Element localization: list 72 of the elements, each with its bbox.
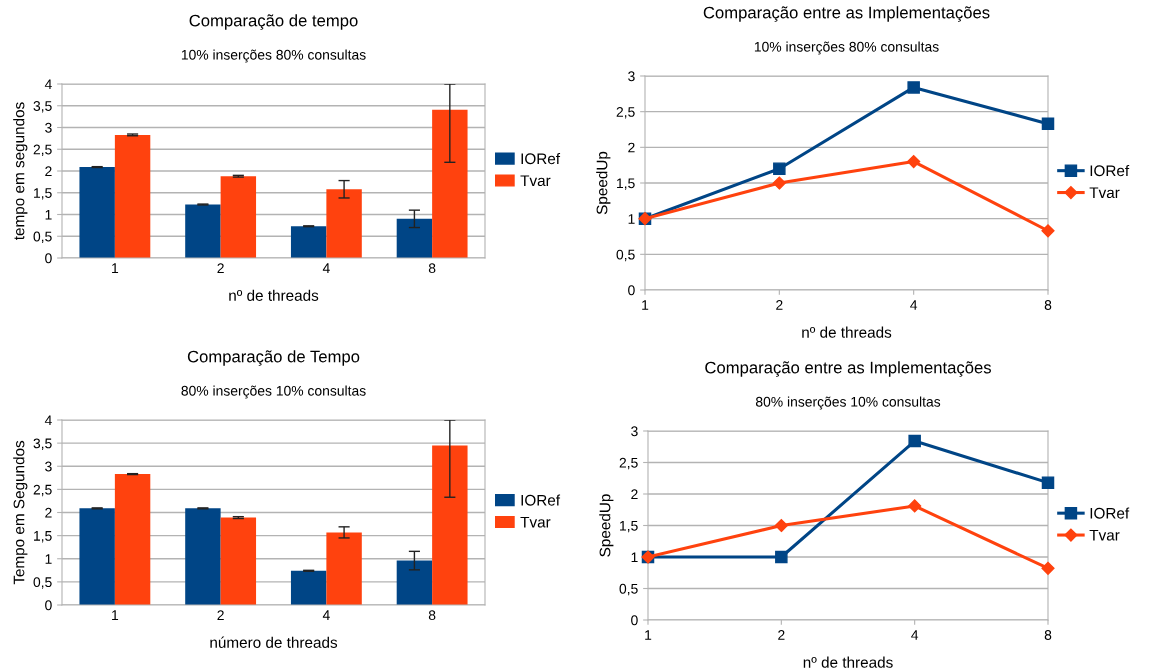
- y-axis-title: Tempo em Segundos: [13, 440, 28, 585]
- y-tick-label: 0,5: [33, 231, 52, 244]
- x-axis-title: nº de threads: [803, 656, 893, 668]
- x-axis-title: nº de threads: [229, 289, 319, 301]
- chart-subtitle: 80% inserções 10% consultas: [181, 385, 366, 399]
- x-tick-label: 4: [910, 300, 918, 310]
- y-tick-label: 3: [45, 122, 52, 133]
- y-axis-title: tempo em segundos: [13, 102, 28, 240]
- x-tick-label: 4: [322, 263, 330, 273]
- legend-label: IORef: [521, 494, 561, 506]
- legend-label: IORef: [1090, 507, 1130, 519]
- y-tick-label: 2,5: [619, 457, 638, 470]
- y-tick-label: 1,5: [617, 178, 635, 190]
- x-tick-label: 8: [1044, 300, 1052, 310]
- y-tick-label: 1,5: [620, 520, 638, 533]
- legend-label: IORef: [521, 152, 561, 165]
- y-tick-label: 0,5: [619, 583, 638, 596]
- y-tick-label: 0: [631, 615, 638, 626]
- y-tick-label: 3: [45, 461, 52, 472]
- y-tick-label: 4: [44, 415, 52, 426]
- y-tick-label: 2,5: [33, 144, 52, 157]
- y-tick-label: 2: [45, 507, 52, 518]
- x-tick-label: 2: [217, 263, 224, 273]
- x-tick-label: 4: [322, 610, 330, 620]
- chart-subtitle: 10% inserções 80% consultas: [754, 41, 939, 55]
- x-tick-label: 2: [778, 630, 785, 640]
- y-tick-label: 3,5: [33, 101, 52, 113]
- y-tick-label: 2,5: [616, 107, 635, 119]
- y-tick-label: 0: [45, 253, 52, 264]
- chart-subtitle: 80% inserções 10% consultas: [755, 396, 941, 410]
- y-tick-label: 3: [631, 426, 638, 437]
- legend-label: Tvar: [1089, 187, 1120, 199]
- y-tick-label: 1: [45, 554, 52, 564]
- legend-label: Tvar: [1089, 529, 1120, 541]
- chart-title: Comparação de tempo: [189, 14, 358, 30]
- y-tick-label: 2,5: [33, 484, 52, 497]
- y-axis-title: SpeedUp: [596, 151, 611, 215]
- y-tick-label: 1,5: [34, 531, 52, 543]
- y-tick-label: 0: [628, 285, 635, 296]
- y-tick-label: 1: [628, 214, 635, 224]
- y-tick-label: 0,5: [33, 577, 52, 589]
- x-axis-title: número de threads: [210, 636, 338, 648]
- y-tick-label: 2: [631, 489, 638, 500]
- y-tick-label: 1: [45, 209, 52, 220]
- x-tick-label: 8: [428, 263, 436, 274]
- x-tick-label: 1: [642, 300, 649, 310]
- x-tick-label: 4: [911, 630, 919, 640]
- x-axis-title: nº de threads: [802, 326, 892, 338]
- x-tick-label: 1: [645, 630, 652, 640]
- y-tick-label: 0,5: [616, 249, 635, 262]
- legend-label: Tvar: [520, 516, 551, 528]
- x-tick-label: 1: [112, 263, 119, 273]
- chart-title: Comparação de Tempo: [187, 350, 360, 366]
- chart-subtitle: 10% inserções 80% consultas: [181, 49, 366, 63]
- chart-title: Comparação entre as Implementações: [703, 6, 990, 22]
- x-tick-label: 1: [112, 610, 119, 620]
- x-tick-label: 2: [776, 300, 783, 310]
- y-tick-label: 1: [631, 552, 638, 563]
- y-axis-title: SpeedUp: [599, 494, 614, 557]
- chart-title: Comparação entre as Implementações: [705, 361, 991, 377]
- y-tick-label: 1,5: [34, 188, 52, 200]
- x-tick-label: 8: [1044, 630, 1052, 640]
- y-tick-label: 3,5: [33, 438, 52, 450]
- legend-label: IORef: [1090, 164, 1130, 177]
- y-tick-label: 2: [45, 166, 52, 177]
- y-tick-label: 0: [45, 600, 52, 611]
- y-tick-label: 2: [628, 142, 635, 153]
- x-tick-label: 8: [428, 610, 436, 621]
- y-tick-label: 4: [44, 79, 52, 90]
- x-tick-label: 2: [217, 610, 224, 620]
- legend-label: Tvar: [520, 175, 551, 187]
- y-tick-label: 3: [628, 71, 635, 82]
